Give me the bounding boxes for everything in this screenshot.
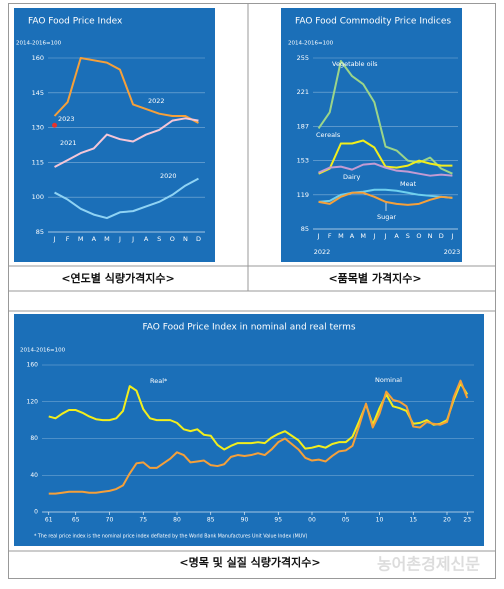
x-tick-label: F: [328, 232, 332, 240]
x-tick-label: 05: [342, 517, 350, 524]
footnote: * The real price index is the nominal pr…: [34, 534, 307, 540]
x-tick-label: 70: [106, 517, 114, 524]
x-tick-label: J: [317, 232, 320, 240]
x-tick-label: A: [350, 232, 355, 240]
y-tick-label: 153: [297, 157, 309, 165]
x-tick-label: 85: [207, 517, 215, 524]
x-tick-label: J: [450, 232, 453, 240]
period-label: 2023: [444, 248, 461, 256]
chart-subtitle: 2014-2016=100: [288, 41, 334, 47]
x-tick-label: N: [428, 232, 433, 240]
watermark: 농어촌경제신문: [377, 555, 480, 574]
x-tick-label: M: [78, 235, 84, 243]
series-line: [53, 57, 199, 124]
series-label: 2021: [60, 139, 77, 147]
chart-title: FAO Food Price Index: [28, 17, 123, 27]
series-line: [54, 177, 199, 220]
x-tick-label: S: [406, 232, 410, 240]
series-label: 2023: [58, 115, 75, 123]
x-tick-label: M: [338, 232, 344, 240]
y-tick-label: 120: [27, 398, 39, 405]
x-tick-label: M: [104, 235, 110, 243]
x-tick-label: 00: [308, 517, 316, 524]
y-tick-label: 255: [297, 54, 309, 62]
series-label: Vegetable oils: [332, 60, 378, 68]
y-tick-label: 221: [297, 88, 309, 96]
series-label: Nominal: [375, 376, 402, 384]
x-tick-label: 23: [463, 517, 471, 524]
x-tick-label: J: [131, 235, 134, 243]
series-label: 2022: [148, 97, 165, 105]
x-tick-label: M: [360, 232, 366, 240]
chart-title: FAO Food Commodity Price Indices: [295, 17, 451, 27]
chart: FAO Food Price Index in nominal and real…: [14, 314, 484, 546]
caption: <품목별 가격지수>: [328, 271, 421, 285]
x-tick-label: J: [372, 232, 375, 240]
period-label: 2022: [314, 248, 331, 256]
x-tick-label: 75: [139, 517, 147, 524]
y-tick-label: 160: [32, 54, 44, 62]
chart: FAO Food Price Index 2014-2016=100 85 100 11…: [14, 8, 215, 262]
series-label: Cereals: [316, 131, 341, 139]
x-tick-label: 10: [376, 517, 384, 524]
caption: <연도별 식량가격지수>: [61, 271, 174, 285]
y-tick-label: 115: [32, 158, 44, 166]
series-line: [318, 162, 453, 177]
y-tick-label: 40: [30, 472, 38, 479]
x-tick-label: F: [66, 235, 70, 243]
x-tick-label: 80: [173, 517, 181, 524]
x-tick-label: A: [92, 235, 97, 243]
x-tick-label: A: [394, 232, 399, 240]
x-tick-label: D: [439, 232, 444, 240]
chart-background: [14, 8, 215, 262]
series-line: [317, 60, 453, 175]
y-tick-label: 100: [32, 193, 44, 201]
y-tick-label: 145: [32, 89, 44, 97]
series-label: Real*: [150, 377, 168, 385]
chart-subtitle: 2014-2016=100: [16, 41, 62, 47]
x-tick-label: N: [183, 235, 188, 243]
x-tick-label: 20: [443, 517, 451, 524]
x-tick-label: O: [170, 235, 175, 243]
y-tick-label: 0: [34, 509, 38, 516]
x-tick-label: 95: [274, 517, 282, 524]
series-label: 2020: [160, 172, 177, 180]
y-tick-label: 187: [297, 122, 309, 130]
chart: FAO Food Commodity Price Indices 2014-201…: [281, 8, 462, 262]
series-line: [318, 188, 453, 203]
x-tick-label: O: [416, 232, 421, 240]
y-tick-label: 160: [27, 362, 39, 369]
series-label: Meat: [400, 180, 417, 188]
series-label: Dairy: [343, 173, 360, 181]
x-tick-label: 15: [409, 517, 417, 524]
x-tick-label: S: [157, 235, 161, 243]
chart-background: [14, 314, 484, 546]
x-tick-label: J: [384, 232, 387, 240]
caption: <명목 및 실질 식량가격지수>: [179, 555, 320, 569]
y-tick-label: 119: [297, 191, 309, 199]
chart-subtitle: 2014-2016=100: [20, 348, 66, 354]
frame: [8, 3, 496, 579]
x-tick-label: J: [53, 235, 56, 243]
y-tick-label: 85: [301, 225, 309, 233]
x-tick-label: 61: [45, 517, 53, 524]
series-label: Sugar: [377, 213, 396, 221]
chart-background: [281, 8, 462, 262]
x-tick-label: A: [144, 235, 149, 243]
data-point: [52, 122, 58, 128]
series-line: [48, 382, 469, 451]
chart-title: FAO Food Price Index in nominal and real…: [142, 323, 355, 333]
y-tick-label: 85: [36, 228, 44, 236]
x-tick-label: D: [196, 235, 201, 243]
x-tick-label: 65: [72, 517, 80, 524]
x-tick-label: 90: [241, 517, 249, 524]
x-tick-label: J: [118, 235, 121, 243]
series-line: [48, 379, 469, 495]
series-line: [318, 191, 453, 206]
series-line: [54, 117, 199, 168]
y-tick-label: 130: [32, 124, 44, 132]
y-tick-label: 80: [30, 435, 38, 442]
